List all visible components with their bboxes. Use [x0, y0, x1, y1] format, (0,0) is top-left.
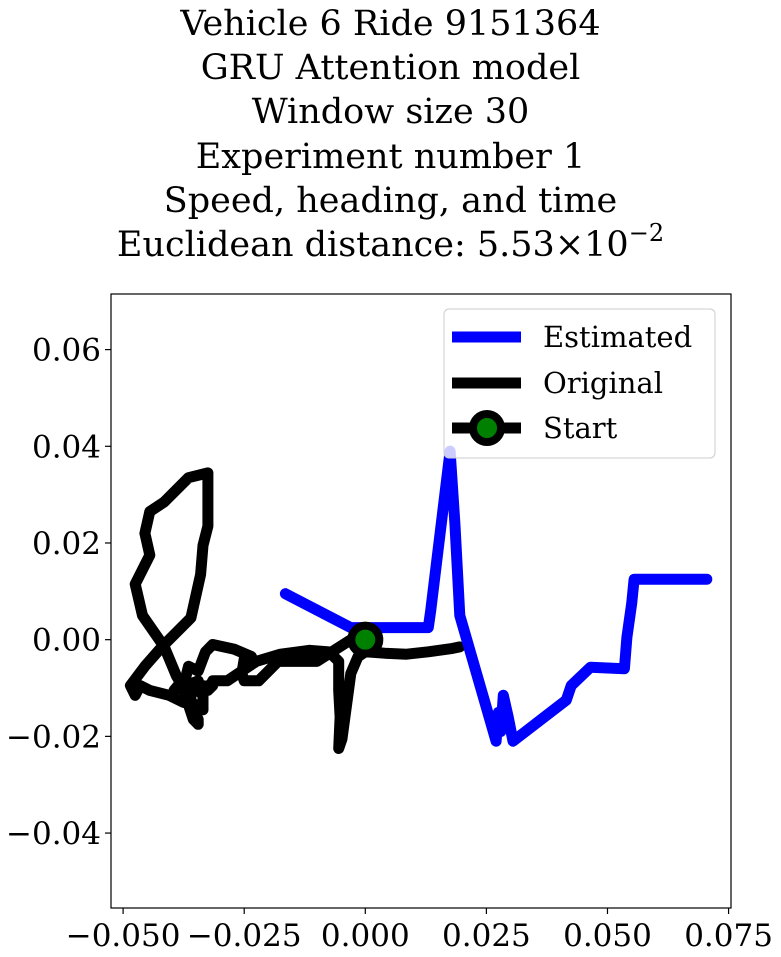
- title-metric-prefix: Euclidean distance:: [116, 225, 477, 266]
- y-tick-label-3: 0.00: [32, 623, 101, 659]
- start-marker: [347, 621, 384, 658]
- x-tick-label-3: 0.025: [442, 918, 531, 954]
- title-line-5: Speed, heading, and time: [163, 180, 618, 221]
- title-metric-mantissa: 5.53: [476, 225, 555, 266]
- series-layer: [124, 445, 713, 754]
- x-tick-label-0: −0.050: [66, 918, 181, 954]
- title-line-metric: Euclidean distance: 5.53×10−2: [0, 221, 781, 267]
- plot-frame: [110, 293, 732, 909]
- y-tick-label-4: −0.02: [6, 719, 101, 755]
- title-metric-exponent: −2: [628, 219, 665, 248]
- x-tick-label-2: 0.000: [321, 918, 410, 954]
- x-tick-label-5: 0.075: [684, 918, 773, 954]
- legend-box: [443, 308, 716, 459]
- title-line-2: GRU Attention model: [200, 48, 581, 89]
- y-tick-label-5: −0.04: [6, 816, 101, 852]
- legend-label-start: Start: [543, 411, 618, 445]
- legend-label-original: Original: [543, 366, 663, 400]
- title-line-3: Window size 30: [251, 92, 530, 133]
- x-axis: −0.050 −0.025 0.000 0.025 0.050 0.075: [66, 908, 773, 954]
- title-metric-times: ×10: [554, 225, 629, 266]
- y-tick-label-2: 0.02: [32, 526, 101, 562]
- legend-swatch-start-marker: [469, 410, 505, 446]
- y-tick-label-1: 0.04: [32, 429, 101, 465]
- x-tick-label-1: −0.025: [187, 918, 302, 954]
- y-axis: 0.06 0.04 0.02 0.00 −0.02 −0.04: [6, 333, 111, 852]
- y-tick-label-0: 0.06: [32, 333, 101, 369]
- legend: Estimated Original Start: [443, 308, 716, 459]
- legend-label-estimated: Estimated: [543, 320, 692, 354]
- title-line-4: Experiment number 1: [195, 136, 586, 177]
- series-line-estimated: [279, 445, 713, 747]
- x-tick-label-4: 0.050: [563, 918, 652, 954]
- series-line-original: [124, 467, 466, 754]
- chart-title: Vehicle 6 Ride 9151364 GRU Attention mod…: [0, 2, 781, 267]
- title-line-1: Vehicle 6 Ride 9151364: [180, 4, 601, 44]
